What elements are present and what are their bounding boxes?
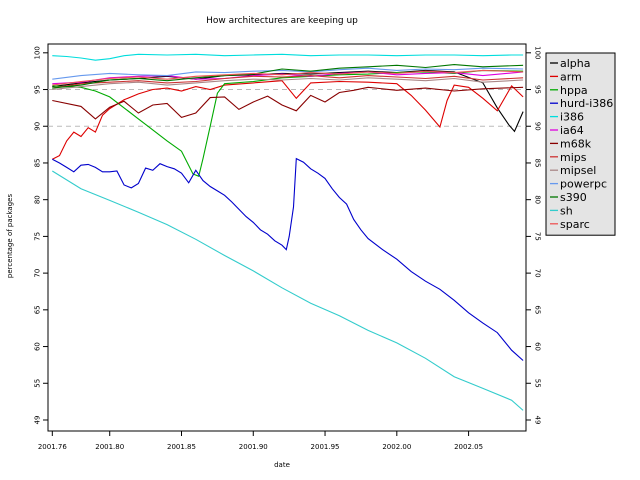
y-tick-label-right: 80 (534, 195, 542, 204)
series-line-arm (52, 80, 524, 160)
y-tick-label-left: 65 (33, 305, 41, 314)
legend-label-m68k: m68k (560, 137, 592, 150)
y-tick-label-right: 55 (534, 379, 542, 388)
series-line-s390 (52, 64, 524, 89)
y-tick-label-right: 65 (534, 305, 542, 314)
y-tick-label-right: 60 (534, 342, 542, 351)
y-tick-label-right: 90 (534, 122, 542, 131)
y-tick-label-left: 85 (33, 159, 41, 168)
legend-label-sparc: sparc (560, 218, 590, 231)
y-axis-label: percentage of packages (6, 194, 14, 279)
series-line-mipsel (52, 77, 524, 91)
x-tick-label: 2002.05 (454, 443, 483, 451)
legend-label-mipsel: mipsel (560, 164, 596, 177)
series-line-ia64 (52, 71, 524, 85)
series-line-powerpc (52, 67, 524, 80)
y-tick-label-left: 75 (33, 232, 41, 241)
y-tick-label-right: 75 (534, 232, 542, 241)
x-tick-label: 2001.76 (38, 443, 67, 451)
x-tick-label: 2002.00 (382, 443, 411, 451)
y-tick-label-left: 55 (33, 379, 41, 388)
legend-label-mips: mips (560, 151, 587, 164)
legend-label-arm: arm (560, 70, 582, 83)
legend-label-s390: s390 (560, 191, 587, 204)
y-tick-label-left: 80 (33, 195, 41, 204)
legend-box (545, 52, 616, 236)
legend-label-sh: sh (560, 204, 573, 217)
series-line-mips (52, 75, 524, 89)
y-tick-label-left: 49 (33, 416, 41, 425)
y-tick-label-right: 85 (534, 159, 542, 168)
legend-label-powerpc: powerpc (560, 178, 607, 191)
x-tick-label: 2001.95 (311, 443, 340, 451)
series-line-hurd-i386 (52, 157, 524, 361)
series-line-sh (52, 170, 524, 411)
y-tick-label-left: 95 (33, 85, 41, 94)
y-tick-label-right: 49 (534, 416, 542, 425)
legend-label-alpha: alpha (560, 57, 591, 70)
chart-title: How architectures are keeping up (206, 16, 358, 26)
series-line-hppa (52, 69, 524, 177)
series-line-i386 (52, 53, 524, 61)
axes: 2001.76 2001.80 2001.85 2001.90 2001.95 2002.… (33, 46, 541, 451)
y-tick-label-left: 70 (33, 269, 41, 278)
legend-label-hppa: hppa (560, 84, 588, 97)
series-line-m68k (52, 86, 524, 120)
series-layer (52, 53, 524, 411)
plot-frame (47, 43, 527, 432)
x-axis-label: date (274, 461, 290, 469)
y-tick-label-right: 100 (534, 46, 542, 59)
legend: alphaarmhppahurd-i386i386ia64m68kmipsmip… (545, 52, 616, 236)
legend-label-ia64: ia64 (560, 124, 584, 137)
y-tick-label-left: 90 (33, 122, 41, 131)
reference-lines (48, 89, 526, 127)
x-tick-label: 2001.85 (167, 443, 196, 451)
legend-label-i386: i386 (560, 111, 584, 124)
y-tick-label-right: 95 (534, 85, 542, 94)
legend-label-hurd-i386: hurd-i386 (560, 97, 613, 110)
y-tick-label-right: 70 (534, 269, 542, 278)
series-line-sparc (52, 69, 524, 86)
y-tick-label-left: 100 (33, 46, 41, 59)
x-tick-label: 2001.80 (95, 443, 124, 451)
y-tick-label-left: 60 (33, 342, 41, 351)
x-tick-label: 2001.90 (239, 443, 268, 451)
